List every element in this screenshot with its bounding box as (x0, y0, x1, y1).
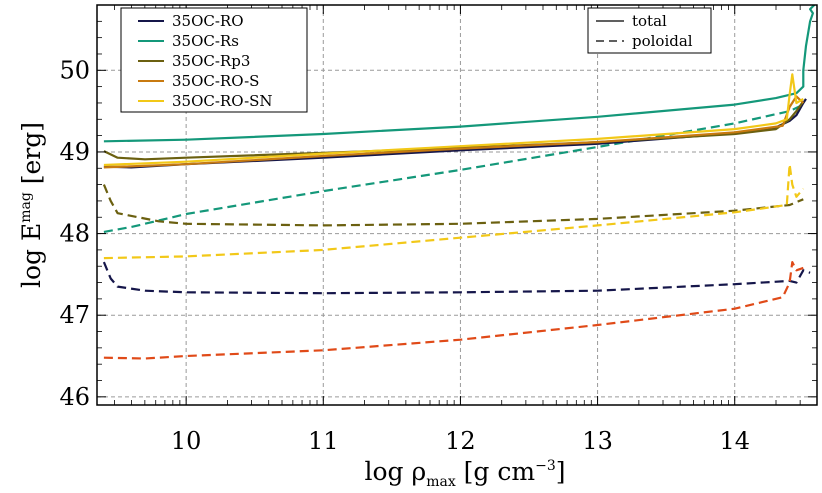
series-line-35oc-rp3-poloidal (102, 184, 804, 227)
ticks: 10 11 12 13 14 46 47 48 49 50 (59, 5, 817, 455)
x-axis-label: log ρmax [g cm−3] (365, 457, 566, 490)
legend-label: 35OC-Rs (172, 32, 239, 50)
series-line-35oc-ro-s-poloidal (103, 261, 804, 360)
series-line-35oc-rs-poloidal (103, 103, 804, 233)
legend-label: 35OC-RO (172, 12, 244, 30)
series-line-35oc-ro-s-total (103, 95, 805, 169)
series-layer (102, 5, 816, 360)
legend-label: 35OC-RO-S (172, 72, 259, 90)
plot-frame (96, 4, 818, 406)
y-axis-label: log Emag [erg] (17, 122, 46, 288)
legend-styles: total poloidal (587, 7, 712, 54)
x-tick-label: 10 (171, 427, 202, 455)
x-tick-label: 12 (445, 427, 476, 455)
x-tick-label: 13 (582, 427, 613, 455)
legend-models: 35OC-RO 35OC-Rs 35OC-Rp3 35OC-RO-S 35OC-RO-S… (120, 7, 308, 113)
y-tick-label: 50 (59, 56, 90, 84)
legend-style-label: total (632, 12, 667, 30)
series-line-35oc-ro-sn-total (103, 73, 804, 167)
y-tick-label: 47 (59, 301, 90, 329)
series-line-35oc-rs-total (103, 5, 816, 143)
series-line-35oc-ro-sn-poloidal (103, 163, 805, 260)
series-line-35oc-ro-poloidal (102, 261, 811, 295)
legend-styles-frame (587, 7, 712, 54)
legend-style-label: poloidal (632, 32, 693, 50)
y-tick-label: 46 (59, 383, 90, 411)
y-tick-label: 49 (59, 138, 90, 166)
y-tick-label: 48 (59, 220, 90, 248)
x-tick-label: 11 (308, 427, 339, 455)
legend-label: 35OC-Rp3 (172, 52, 250, 70)
x-tick-label: 14 (719, 427, 750, 455)
legend-label: 35OC-RO-SN (172, 92, 273, 110)
